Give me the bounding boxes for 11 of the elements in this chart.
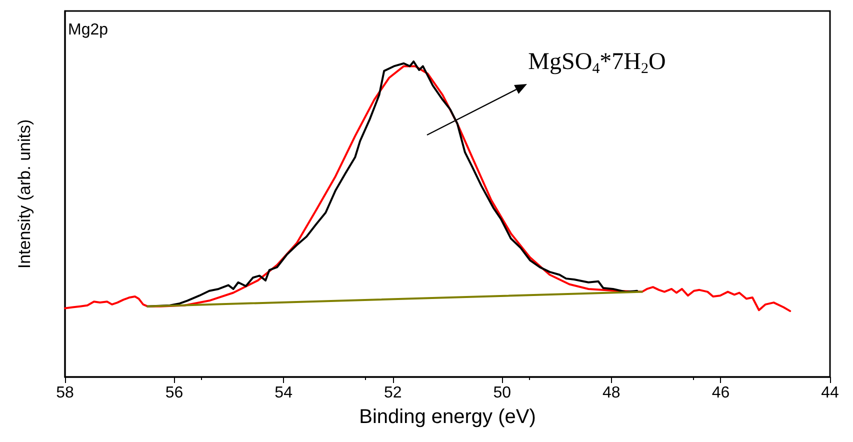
x-axis-title: Binding energy (eV) — [359, 406, 536, 428]
x-tick-label: 54 — [274, 384, 293, 402]
x-tick-label: 44 — [821, 384, 839, 402]
text: Mg2p — [68, 22, 108, 38]
x-tick-label: 46 — [712, 384, 730, 402]
x-tick-label: 56 — [165, 384, 184, 402]
x-tick-label: 48 — [602, 384, 620, 402]
x-tick-label: 50 — [493, 384, 512, 402]
x-tick-label: 52 — [384, 384, 402, 402]
x-tick-label: 58 — [56, 384, 74, 402]
y-axis-title: Intensity (arb. units) — [15, 119, 34, 269]
